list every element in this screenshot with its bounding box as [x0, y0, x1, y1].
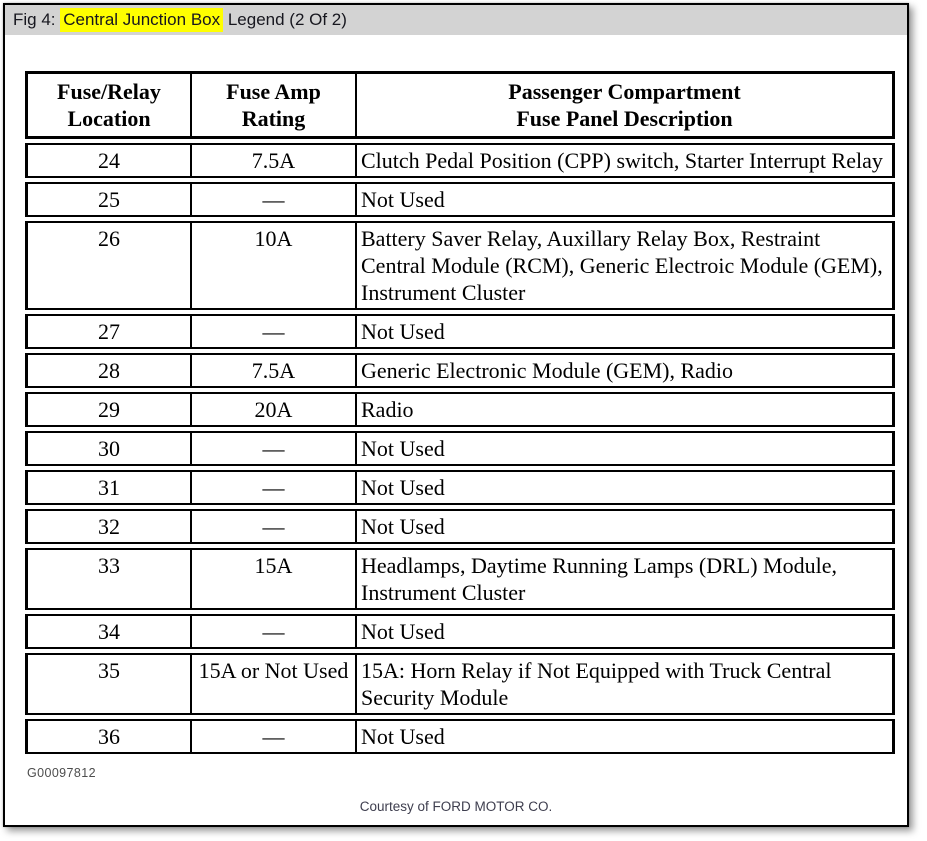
column-header-rating-line1: Fuse Amp	[226, 79, 321, 104]
cell-description: Battery Saver Relay, Auxillary Relay Box…	[355, 221, 895, 310]
figure-title-bar: Fig 4: Central Junction Box Legend (2 Of…	[5, 5, 907, 35]
table-row: 31— Not Used	[25, 470, 895, 505]
figure-title-prefix: Fig 4:	[13, 10, 61, 29]
cell-rating: 10A	[190, 221, 355, 310]
figure-title-suffix: Legend (2 Of 2)	[223, 10, 347, 29]
cell-location: 25	[25, 182, 190, 217]
cell-description: Not Used	[355, 431, 895, 466]
column-header-location: Fuse/Relay Location	[25, 71, 190, 139]
column-header-description: Passenger Compartment Fuse Panel Descrip…	[355, 71, 895, 139]
cell-rating: 15A or Not Used	[190, 653, 355, 715]
cell-rating: 7.5A	[190, 353, 355, 388]
cell-description: Not Used	[355, 614, 895, 649]
cell-rating: —	[190, 470, 355, 505]
cell-location: 27	[25, 314, 190, 349]
column-header-rating: Fuse Amp Rating	[190, 71, 355, 139]
table-row: 28 7.5A Generic Electronic Module (GEM), R…	[25, 353, 895, 388]
table-row: 34— Not Used	[25, 614, 895, 649]
cell-rating: —	[190, 431, 355, 466]
cell-location: 33	[25, 548, 190, 610]
cell-rating: —	[190, 719, 355, 754]
cell-location: 35	[25, 653, 190, 715]
cell-description: Not Used	[355, 314, 895, 349]
fuse-table: Fuse/Relay Location Fuse Amp Rating Pass…	[25, 67, 895, 758]
cell-rating: 20A	[190, 392, 355, 427]
cell-description: Not Used	[355, 470, 895, 505]
cell-description: Clutch Pedal Position (CPP) switch, Star…	[355, 143, 895, 178]
cell-description: Not Used	[355, 182, 895, 217]
figure-title-highlight: Central Junction Box	[60, 8, 224, 32]
cell-rating: 15A	[190, 548, 355, 610]
cell-location: 29	[25, 392, 190, 427]
cell-location: 36	[25, 719, 190, 754]
table-row: 36— Not Used	[25, 719, 895, 754]
cell-rating: —	[190, 182, 355, 217]
table-row: 25— Not Used	[25, 182, 895, 217]
column-header-location-line1: Fuse/Relay	[57, 79, 161, 104]
column-header-rating-line2: Rating	[241, 106, 306, 131]
cell-description: Headlamps, Daytime Running Lamps (DRL) M…	[355, 548, 895, 610]
table-row: 29 20A Radio	[25, 392, 895, 427]
figure-panel: Fig 4: Central Junction Box Legend (2 Of…	[3, 3, 909, 827]
cell-rating: —	[190, 614, 355, 649]
cell-location: 32	[25, 509, 190, 544]
cell-location: 31	[25, 470, 190, 505]
fuse-table-body: 24 7.5A Clutch Pedal Position (CPP) switch…	[25, 143, 895, 754]
cell-location: 34	[25, 614, 190, 649]
table-row: 32— Not Used	[25, 509, 895, 544]
cell-location: 28	[25, 353, 190, 388]
table-row: 27— Not Used	[25, 314, 895, 349]
cell-rating: —	[190, 314, 355, 349]
cell-description: Radio	[355, 392, 895, 427]
column-header-location-line2: Location	[67, 106, 151, 131]
cell-location: 30	[25, 431, 190, 466]
column-header-description-line2: Fuse Panel Description	[516, 106, 733, 131]
figure-id-label: G00097812	[27, 766, 96, 780]
cell-description: Generic Electronic Module (GEM), Radio	[355, 353, 895, 388]
cell-description: Not Used	[355, 509, 895, 544]
table-row: 26 10A Battery Saver Relay, Auxillary Rela…	[25, 221, 895, 310]
table-row: 30— Not Used	[25, 431, 895, 466]
courtesy-label: Courtesy of FORD MOTOR CO.	[359, 799, 553, 814]
table-row: 24 7.5A Clutch Pedal Position (CPP) switch…	[25, 143, 895, 178]
cell-rating: 7.5A	[190, 143, 355, 178]
table-row: 33 15A Headlamps, Daytime Running Lamps (D…	[25, 548, 895, 610]
cell-description: Not Used	[355, 719, 895, 754]
cell-rating: —	[190, 509, 355, 544]
column-header-description-line1: Passenger Compartment	[508, 79, 741, 104]
cell-location: 24	[25, 143, 190, 178]
cell-description: 15A: Horn Relay if Not Equipped with Tru…	[355, 653, 895, 715]
table-header-row: Fuse/Relay Location Fuse Amp Rating Pass…	[25, 71, 895, 139]
table-row: 35 15A or Not Used 15A: Horn Relay if Not …	[25, 653, 895, 715]
cell-location: 26	[25, 221, 190, 310]
